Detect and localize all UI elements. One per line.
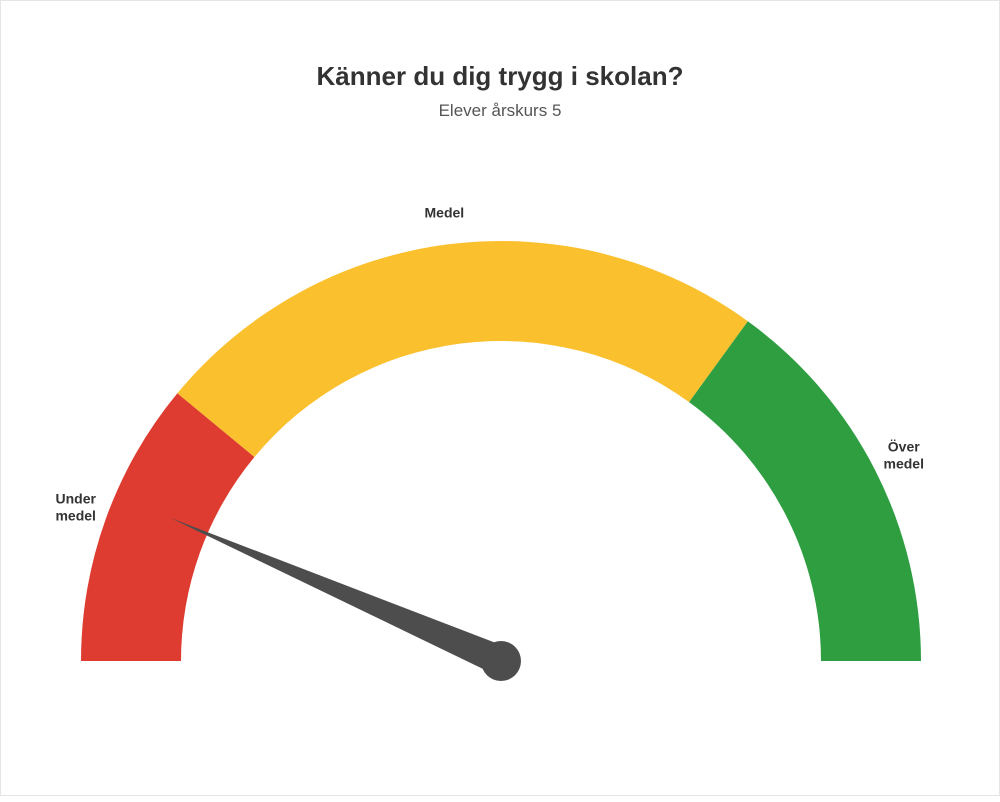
gauge-svg bbox=[1, 1, 1000, 797]
chart-frame: Känner du dig trygg i skolan? Elever års… bbox=[0, 0, 1000, 796]
gauge-segment-label-1: Medel bbox=[425, 204, 465, 222]
gauge-needle bbox=[171, 518, 507, 675]
gauge-hub bbox=[481, 641, 521, 681]
gauge-segment-1 bbox=[177, 241, 747, 457]
gauge-segment-2 bbox=[689, 321, 921, 661]
gauge-segment-label-2: Över medel bbox=[884, 438, 924, 473]
gauge-segment-label-0: Under medel bbox=[55, 490, 95, 525]
gauge-chart: Under medel Medel Över medel bbox=[1, 1, 1000, 797]
